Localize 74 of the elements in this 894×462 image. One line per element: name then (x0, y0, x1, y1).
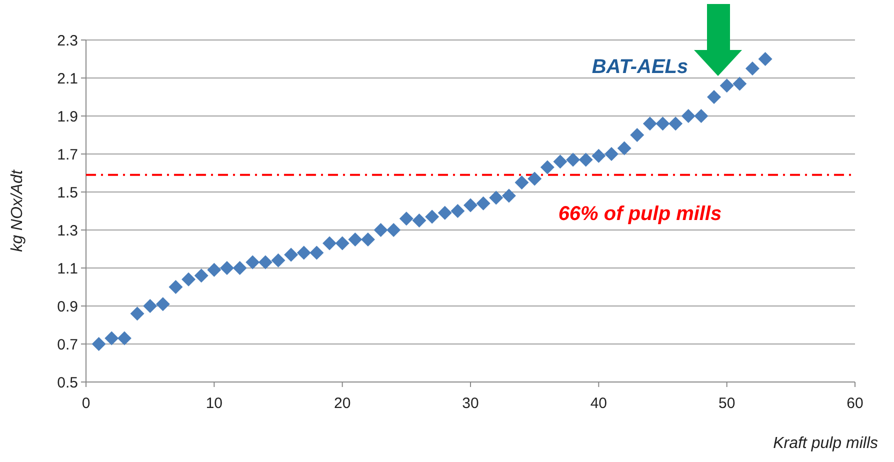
point (642, 116, 657, 131)
point (207, 262, 222, 277)
point (604, 147, 618, 161)
point (130, 306, 144, 321)
point (617, 141, 632, 156)
point (374, 223, 388, 237)
point (232, 261, 247, 275)
annotation: BAT-AELs (592, 56, 688, 78)
x-axis-title: Kraft pulp mills (773, 435, 878, 452)
point (476, 196, 490, 210)
point (720, 78, 734, 93)
point (540, 160, 554, 174)
annotation: 66% of pulp mills (558, 203, 722, 225)
point (707, 90, 722, 104)
point (220, 261, 234, 275)
x-tick-label: 10 (206, 395, 223, 412)
point (758, 52, 772, 66)
y-tick-label: 0.5 (57, 374, 78, 392)
point (271, 253, 286, 268)
point (117, 331, 132, 346)
point (668, 116, 683, 131)
x-tick-label: 40 (590, 395, 608, 412)
y-tick-label: 1.7 (57, 146, 78, 164)
point (258, 255, 272, 270)
point (694, 109, 708, 123)
point (322, 236, 337, 250)
point (502, 188, 516, 203)
point (732, 76, 747, 91)
y-tick-label: 1.5 (57, 184, 78, 202)
point (296, 246, 311, 260)
point (310, 246, 324, 260)
point (246, 255, 260, 270)
point (425, 210, 440, 224)
y-tick-label: 1.3 (57, 222, 78, 240)
point (464, 198, 478, 212)
point (566, 152, 580, 167)
point (630, 128, 644, 142)
point (578, 152, 593, 167)
point (399, 212, 414, 226)
x-tick-label: 30 (462, 395, 479, 412)
x-tick-label: 0 (82, 395, 90, 412)
x-tick-label: 50 (718, 395, 736, 412)
point (438, 206, 452, 220)
point (348, 232, 362, 246)
y-tick-label: 0.7 (57, 336, 78, 354)
y-tick-label: 1.9 (57, 108, 78, 126)
point (360, 232, 375, 246)
y-tick-label: 1.1 (57, 260, 78, 278)
point (489, 190, 504, 205)
point (143, 299, 158, 313)
point (284, 248, 298, 262)
point (168, 280, 183, 294)
point (335, 236, 350, 250)
y-tick-label: 0.9 (57, 298, 78, 316)
point (194, 268, 208, 283)
point (182, 272, 196, 286)
point (745, 62, 760, 76)
point (553, 154, 568, 169)
point (656, 116, 670, 131)
x-tick-label: 20 (334, 395, 351, 412)
y-axis-title: kg NOx/Adt (9, 170, 26, 252)
point (450, 204, 465, 218)
point (386, 223, 401, 237)
point (412, 214, 426, 228)
y-tick-label: 2.1 (57, 70, 78, 88)
point (92, 337, 106, 351)
point (681, 109, 696, 123)
point (514, 176, 529, 190)
point (528, 172, 542, 186)
y-tick-label: 2.3 (57, 32, 78, 50)
point (592, 148, 606, 163)
point (104, 331, 119, 346)
point (156, 297, 170, 312)
x-tick-label: 60 (846, 395, 864, 412)
